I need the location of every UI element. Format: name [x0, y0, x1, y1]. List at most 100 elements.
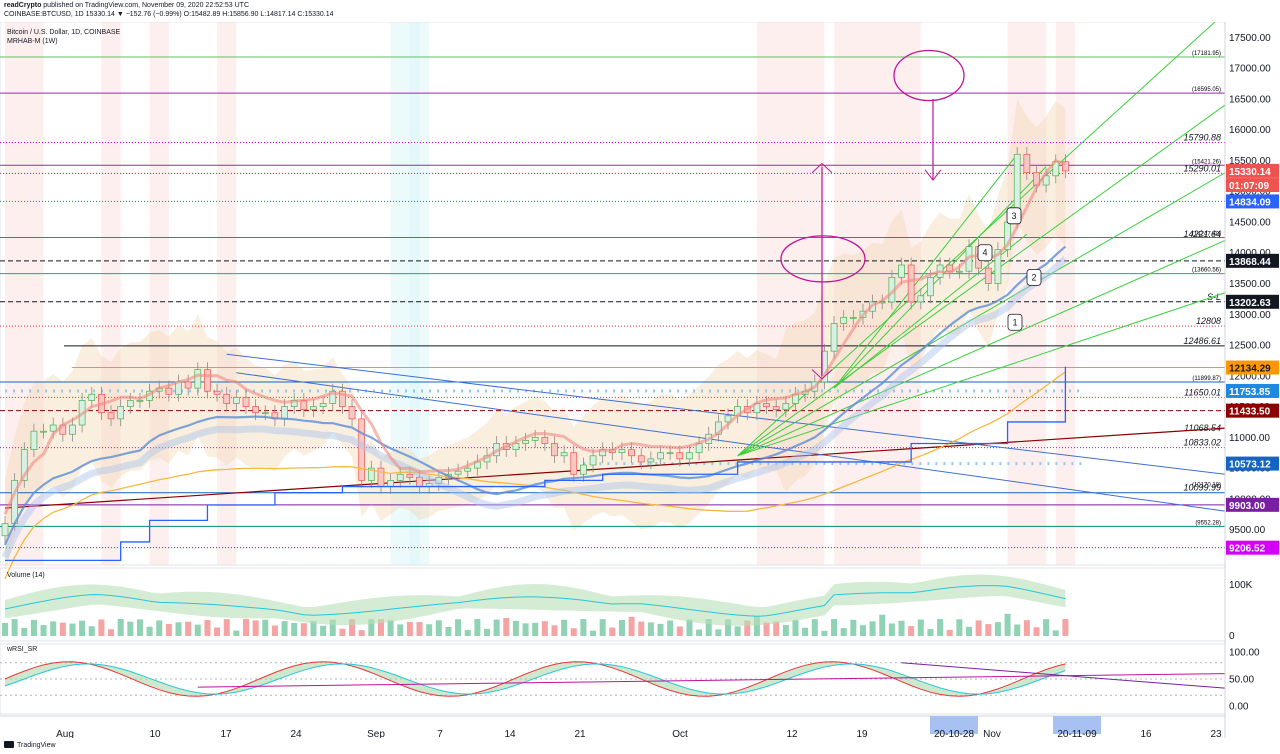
date-tick: 16: [1140, 729, 1152, 738]
callout-bubble: 1: [1007, 313, 1023, 331]
candle-body: [724, 415, 732, 423]
session-band: [1055, 22, 1076, 565]
price-tag-text: 11753.85: [1229, 387, 1271, 398]
volume-bar: [339, 628, 346, 636]
price-tick: 14000.00: [1229, 248, 1271, 259]
volume-bar: [69, 623, 76, 636]
candle-body: [126, 400, 134, 407]
price-tick: 11000.00: [1229, 433, 1270, 444]
long-trendline: [4, 427, 1226, 509]
candle-body: [454, 470, 462, 475]
volume-bar: [98, 619, 105, 636]
volume-bar: [30, 619, 37, 636]
candle-body: [233, 396, 240, 404]
price-tag-text: 9206.52: [1229, 544, 1266, 555]
level-label: 11650.01: [1184, 387, 1221, 397]
session-band: [101, 22, 121, 565]
price-tag-bg: [1226, 178, 1279, 193]
price-tag-text: 10573.12: [1229, 460, 1271, 471]
candle-body: [435, 476, 443, 484]
level-label: (16595.05): [1192, 87, 1221, 93]
volume-tick: 100K: [1229, 580, 1253, 591]
volume-bar: [1014, 624, 1021, 636]
volume-bar: [763, 622, 770, 636]
volume-bar: [21, 627, 28, 636]
volume-ma: [4, 585, 1066, 617]
volume-bar: [821, 630, 828, 636]
publish-line: readCrypto published on TradingView.com,…: [4, 2, 250, 9]
volume-bar: [590, 630, 597, 636]
volume-bar: [628, 616, 635, 636]
rsi-label: wRSI_SR: [6, 646, 37, 653]
candle-body: [117, 406, 125, 420]
candle-body: [40, 430, 47, 433]
volume-bar: [744, 620, 751, 636]
date-tick: 19: [856, 729, 868, 738]
volume-bar: [570, 628, 577, 636]
volume-bar: [792, 619, 799, 636]
level-label: 15790.88: [1183, 133, 1221, 143]
date-tick: 24: [290, 729, 302, 738]
rsi-tick: 0.00: [1229, 702, 1249, 713]
volume-bar: [782, 624, 789, 636]
date-tick: Sep: [367, 729, 385, 738]
date-tick: Oct: [672, 729, 688, 738]
candle-body: [522, 440, 529, 444]
candle-body: [763, 403, 770, 407]
price-tick: 14500.00: [1229, 217, 1271, 228]
volume-bar: [291, 622, 298, 636]
candle-body: [329, 390, 337, 404]
volume-bar: [2, 623, 8, 636]
gann-fan-line: [737, 172, 1226, 457]
candle-body: [281, 406, 288, 420]
tradingview-logo[interactable]: TradingView: [4, 741, 56, 749]
date-tick: 17: [220, 729, 232, 738]
volume-bar: [368, 619, 375, 636]
volume-bar: [638, 621, 645, 636]
volume-bar: [484, 628, 490, 636]
price-tag-bg: [1226, 540, 1279, 555]
volume-bar: [406, 621, 413, 636]
volume-bar: [1033, 627, 1040, 636]
candle-body: [136, 400, 144, 402]
volume-bar: [1023, 620, 1030, 636]
level-label: (10170.18): [1192, 482, 1221, 488]
price-tag: 9903.00: [1226, 497, 1279, 512]
level-label: 11068.54: [1184, 423, 1221, 433]
callout-text: 2: [1031, 272, 1036, 282]
volume-bar: [773, 621, 780, 636]
candle-body: [560, 452, 568, 457]
candle-body: [551, 443, 558, 457]
volume-bar: [185, 621, 192, 636]
volume-bar: [271, 625, 278, 636]
level-label: (14247.40): [1192, 232, 1221, 238]
rsi-tick: 50.00: [1229, 675, 1254, 686]
arrow-head-up: [811, 162, 833, 174]
callout-text: 4: [982, 248, 987, 258]
price-tag: 11753.85: [1226, 383, 1279, 398]
volume-bar: [1043, 619, 1050, 636]
price-tag: 14834.09: [1226, 194, 1279, 209]
publish-header: readCrypto published on TradingView.com,…: [0, 0, 1280, 22]
candle-body: [184, 381, 192, 389]
candle-body: [367, 467, 375, 481]
candle-body: [194, 369, 202, 389]
volume-bar: [223, 619, 230, 636]
volume-bar: [136, 619, 143, 636]
chart-canvas[interactable]: (17181.95)(16595.05)15790.88(15421.26)15…: [0, 22, 1280, 738]
gann-fan-line: [737, 292, 1226, 457]
volume-bar: [657, 623, 664, 636]
price-tick: 13000.00: [1229, 310, 1271, 321]
volume-bar: [647, 622, 654, 636]
volume-bar: [146, 626, 153, 636]
candle-body: [676, 452, 684, 460]
volume-bar: [214, 627, 221, 636]
price-tag-text: 12134.29: [1229, 364, 1271, 375]
volume-label: Volume (14): [7, 572, 45, 579]
level-label: (15421.26): [1192, 159, 1221, 165]
candle-body: [657, 452, 664, 460]
volume-bar: [165, 623, 172, 636]
down-trendline: [236, 372, 1226, 512]
weekly-step-line: [5, 366, 1067, 562]
candle-body: [213, 390, 221, 395]
